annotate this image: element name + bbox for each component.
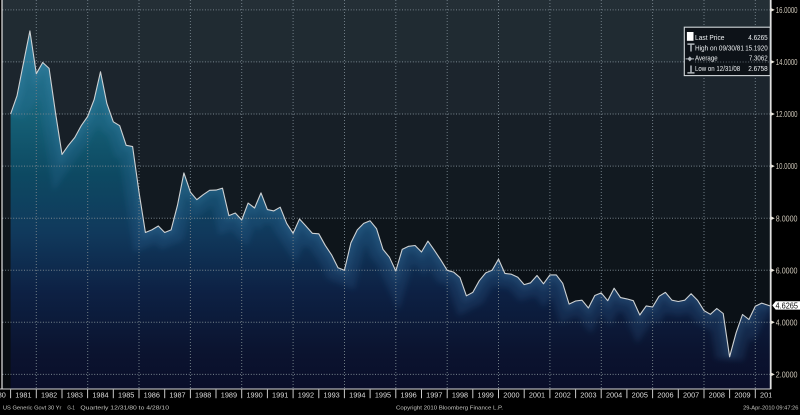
svg-text:16.0000: 16.0000: [776, 5, 798, 15]
svg-text:1991: 1991: [272, 390, 288, 399]
svg-text:G-1: G-1: [67, 405, 75, 411]
svg-text:8.0000: 8.0000: [776, 213, 798, 223]
svg-text:Low on 12/31/08: Low on 12/31/08: [695, 64, 740, 73]
svg-text:1998: 1998: [452, 390, 468, 399]
svg-text:1993: 1993: [323, 390, 339, 399]
svg-text:6.0000: 6.0000: [776, 265, 798, 275]
svg-text:1983: 1983: [67, 390, 83, 399]
svg-text:2004: 2004: [606, 390, 622, 399]
svg-text:1981: 1981: [15, 390, 31, 399]
svg-text:12.0000: 12.0000: [776, 109, 798, 119]
svg-text:2010: 2010: [760, 390, 776, 399]
svg-text:1980: 1980: [0, 390, 6, 399]
svg-text:1987: 1987: [169, 390, 185, 399]
svg-text:10.0000: 10.0000: [776, 161, 798, 171]
svg-text:1995: 1995: [375, 390, 391, 399]
svg-text:2009: 2009: [734, 390, 750, 399]
svg-text:1996: 1996: [400, 390, 416, 399]
svg-text:2003: 2003: [580, 390, 596, 399]
svg-text:2.6758: 2.6758: [748, 64, 767, 73]
svg-text:1994: 1994: [349, 390, 365, 399]
svg-text:2008: 2008: [709, 390, 725, 399]
svg-text:1990: 1990: [246, 390, 262, 399]
svg-text:2.0000: 2.0000: [776, 370, 798, 380]
svg-text:1988: 1988: [195, 390, 211, 399]
svg-text:29-Apr-2010 09:47:26: 29-Apr-2010 09:47:26: [743, 405, 799, 411]
svg-text:14.0000: 14.0000: [776, 57, 798, 67]
svg-text:15.1920: 15.1920: [745, 43, 768, 52]
svg-text:4.6265: 4.6265: [748, 33, 767, 42]
svg-text:Quarterly 12/31/80 to 4/28/10: Quarterly 12/31/80 to 4/28/10: [80, 405, 169, 411]
svg-text:2002: 2002: [555, 390, 571, 399]
svg-text:2006: 2006: [657, 390, 673, 399]
svg-text:1989: 1989: [221, 390, 237, 399]
svg-text:2005: 2005: [632, 390, 648, 399]
svg-text:2001: 2001: [529, 390, 545, 399]
svg-text:1997: 1997: [426, 390, 442, 399]
svg-text:1999: 1999: [478, 390, 494, 399]
svg-text:4.0000: 4.0000: [776, 317, 798, 327]
svg-text:1992: 1992: [298, 390, 314, 399]
svg-text:4.6265: 4.6265: [776, 300, 799, 310]
svg-text:High on 09/30/81: High on 09/30/81: [695, 43, 744, 52]
svg-text:1986: 1986: [144, 390, 160, 399]
svg-text:1985: 1985: [118, 390, 134, 399]
svg-text:2007: 2007: [683, 390, 699, 399]
svg-text:7.3062: 7.3062: [749, 54, 768, 63]
svg-text:Average: Average: [695, 54, 718, 63]
svg-text:Last Price: Last Price: [695, 33, 725, 42]
svg-text:Copyright 2010 Bloomberg Finan: Copyright 2010 Bloomberg Finance L.P.: [396, 405, 503, 411]
svg-text:1982: 1982: [41, 390, 57, 399]
svg-text:2000: 2000: [503, 390, 519, 399]
svg-text:1984: 1984: [92, 390, 108, 399]
svg-text:US Generic Govt 30 Yr: US Generic Govt 30 Yr: [3, 405, 62, 411]
